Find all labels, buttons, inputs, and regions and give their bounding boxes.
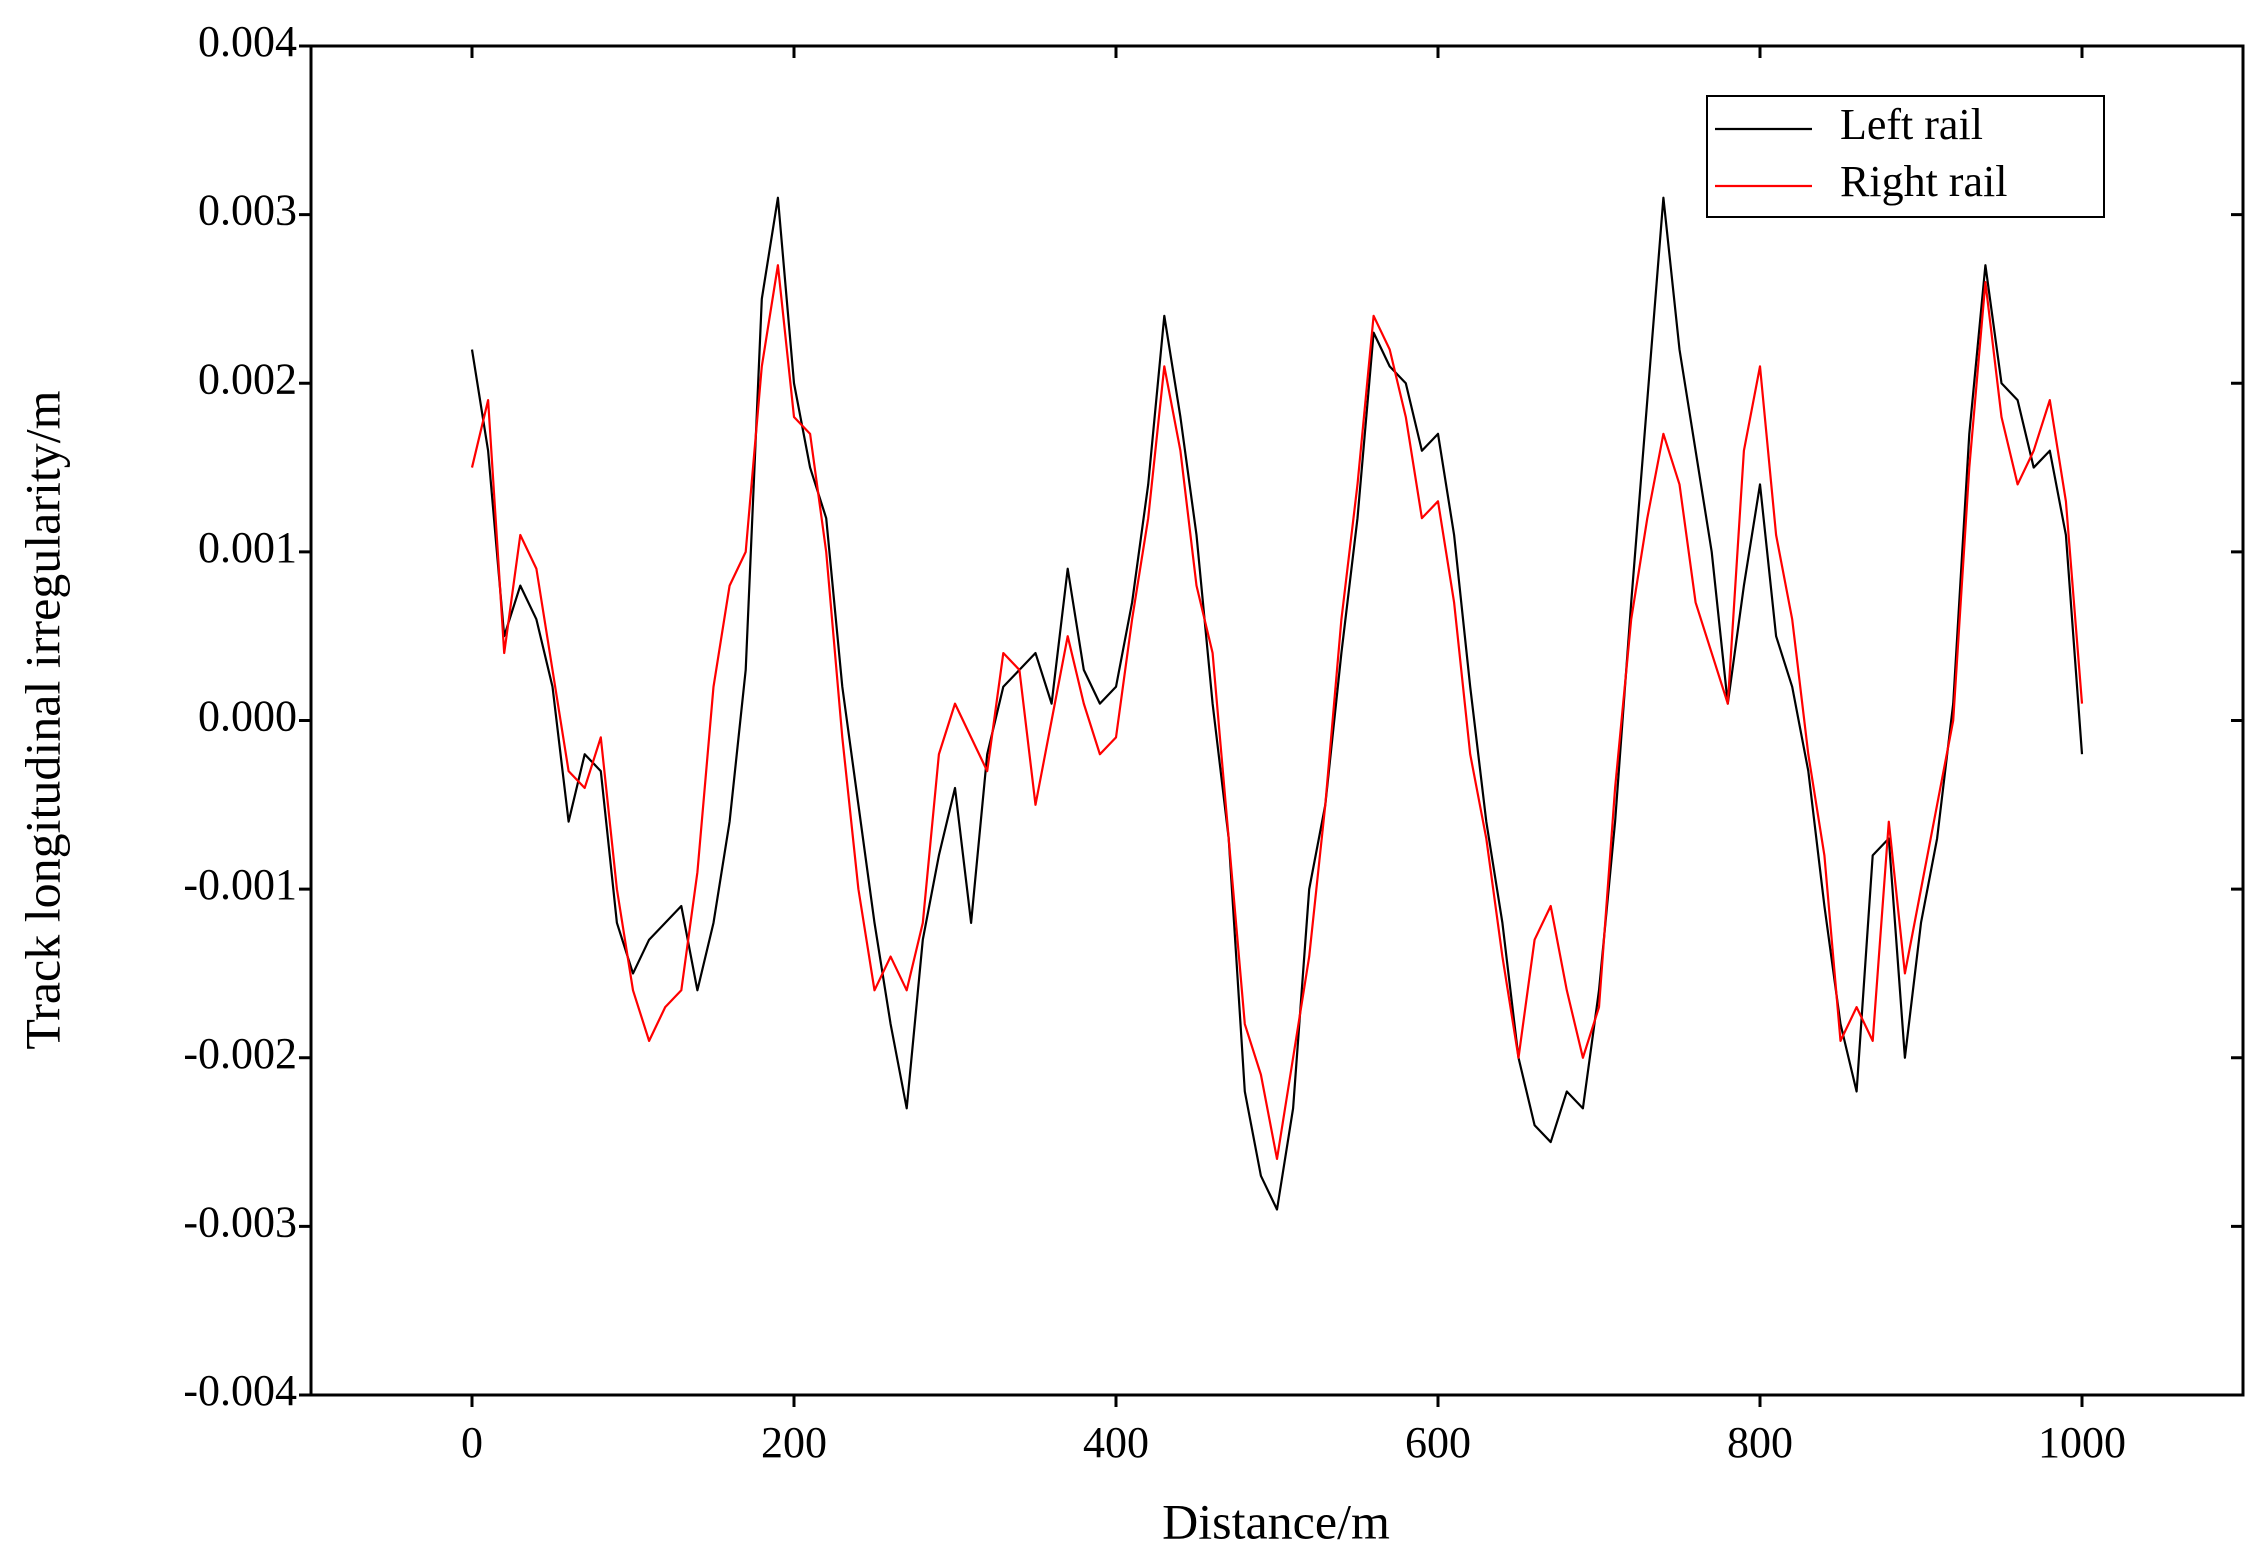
y-tick-label: 0.001 [198, 523, 297, 572]
x-tick-label: 0 [461, 1418, 483, 1467]
x-tick-label: 400 [1083, 1418, 1149, 1467]
legend-label: Right rail [1840, 157, 2007, 206]
x-tick-label: 200 [761, 1418, 827, 1467]
y-tick-label: -0.004 [183, 1366, 297, 1415]
x-tick-label: 800 [1727, 1418, 1793, 1467]
y-axis-label: Track longitudinal irregularity/m [14, 390, 70, 1049]
plot-frame [309, 44, 2245, 1397]
y-tick-label: -0.001 [183, 860, 297, 909]
y-tick-label: 0.003 [198, 186, 297, 235]
y-tick-label: -0.002 [183, 1029, 297, 1078]
y-tick-label: 0.004 [198, 17, 297, 66]
x-tick-label: 1000 [2038, 1418, 2126, 1467]
data-line [470, 196, 2084, 1211]
y-tick-label: -0.003 [183, 1197, 297, 1246]
x-axis-label: Distance/m [1162, 1493, 1390, 1549]
legend-box [1706, 95, 2105, 218]
data-line [470, 264, 2084, 1161]
y-tick-label: 0.002 [198, 354, 297, 403]
legend-label: Left rail [1840, 100, 1983, 149]
y-tick-label: 0.000 [198, 692, 297, 741]
x-tick-label: 600 [1405, 1418, 1471, 1467]
